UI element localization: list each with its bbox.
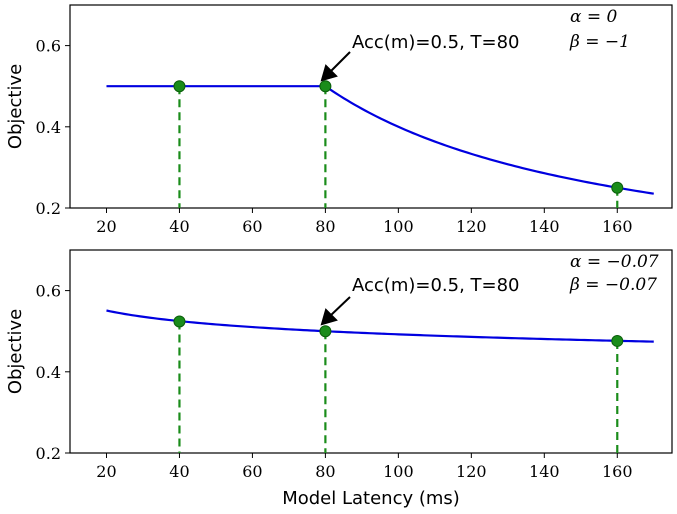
top-objective-curve — [106, 85, 654, 195]
top-point-80 — [319, 80, 332, 93]
bottom-y-tick-label-0.4: 0.4 — [36, 363, 61, 382]
bottom-point-40 — [173, 315, 186, 328]
top-y-ticks: 0.2 0.4 0.6 — [36, 37, 70, 218]
bottom-point-80 — [319, 325, 332, 338]
bottom-x-tick-label-60: 60 — [242, 462, 262, 481]
bottom-beta-label: β = −0.07 — [569, 275, 657, 295]
bottom-x-tick-label-120: 120 — [456, 462, 487, 481]
bottom-annotation-text: Acc(m)=0.5, T=80 — [352, 275, 520, 296]
top-markers — [173, 80, 624, 194]
top-x-tick-label-160: 160 — [602, 217, 633, 236]
top-annotation-arrow — [320, 51, 351, 82]
bottom-x-tick-label-20: 20 — [96, 462, 116, 481]
bottom-arrow-head — [320, 308, 338, 326]
bottom-alpha-label: α = −0.07 — [570, 252, 659, 272]
top-x-ticks: 20 40 60 80 100 120 140 160 — [96, 208, 633, 236]
bottom-drop-lines — [178, 321, 619, 453]
top-x-tick-label-120: 120 — [456, 217, 487, 236]
top-panel: 20 40 60 80 100 120 140 160 0.2 0.4 0.6 Objective… — [5, 4, 673, 236]
top-y-tick-label-0.2: 0.2 — [36, 199, 61, 218]
bottom-arrow-shaft — [329, 296, 351, 317]
bottom-x-tick-label-80: 80 — [315, 462, 335, 481]
top-y-tick-label-0.6: 0.6 — [36, 37, 61, 56]
top-plot-frame — [69, 4, 673, 209]
bottom-panel: 20 40 60 80 100 120 140 160 0.2 0.4 0.6 Objective… — [5, 249, 673, 509]
bottom-objective-curve — [106, 309, 654, 343]
top-alpha-label: α = 0 — [570, 7, 618, 27]
bottom-x-tick-label-140: 140 — [529, 462, 560, 481]
bottom-y-ticks: 0.2 0.4 0.6 — [36, 282, 70, 463]
top-y-axis-label: Objective — [5, 64, 26, 149]
bottom-y-tick-label-0.2: 0.2 — [36, 444, 61, 463]
bottom-x-tick-label-40: 40 — [169, 462, 189, 481]
top-point-160 — [611, 181, 624, 194]
top-arrow-head — [320, 64, 338, 82]
top-x-tick-label-100: 100 — [383, 217, 414, 236]
top-x-tick-label-40: 40 — [169, 217, 189, 236]
top-point-40 — [173, 80, 186, 93]
bottom-y-tick-label-0.6: 0.6 — [36, 282, 61, 301]
top-annotation-text: Acc(m)=0.5, T=80 — [352, 32, 520, 53]
top-arrow-shaft — [329, 51, 351, 73]
bottom-markers — [173, 315, 624, 347]
bottom-point-160 — [611, 334, 624, 347]
bottom-x-tick-label-160: 160 — [602, 462, 633, 481]
top-beta-label: β = −1 — [569, 32, 630, 52]
bottom-x-ticks: 20 40 60 80 100 120 140 160 — [96, 453, 633, 481]
top-x-tick-label-80: 80 — [315, 217, 335, 236]
top-x-tick-label-140: 140 — [529, 217, 560, 236]
top-x-tick-label-60: 60 — [242, 217, 262, 236]
x-axis-label: Model Latency (ms) — [282, 488, 460, 509]
bottom-x-tick-label-100: 100 — [383, 462, 414, 481]
top-x-tick-label-20: 20 — [96, 217, 116, 236]
bottom-y-axis-label: Objective — [5, 309, 26, 394]
top-y-tick-label-0.4: 0.4 — [36, 118, 61, 137]
bottom-annotation-arrow — [320, 296, 351, 326]
bottom-plot-frame — [69, 249, 673, 454]
top-drop-lines — [178, 86, 619, 208]
